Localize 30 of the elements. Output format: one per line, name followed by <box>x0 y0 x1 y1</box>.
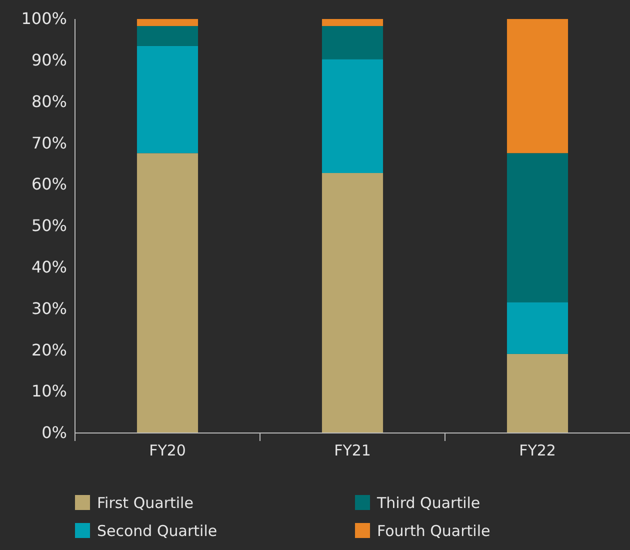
y-tick-label: 80% <box>31 92 67 111</box>
bar <box>322 26 384 60</box>
y-tick-label: 30% <box>31 298 67 318</box>
bar <box>506 354 568 433</box>
y-tick-label: 50% <box>31 216 67 236</box>
y-tick-label: 0% <box>42 423 67 442</box>
legend-label: Third Quartile <box>376 494 480 512</box>
legend-label: First Quartile <box>97 494 194 512</box>
y-tick-label: 60% <box>31 174 67 194</box>
bar <box>506 19 568 154</box>
y-tick-label: 90% <box>31 50 67 70</box>
x-tick-label: FY20 <box>149 442 186 460</box>
x-tick-label: FY21 <box>334 442 371 460</box>
y-tick-label: 70% <box>31 133 67 152</box>
bar <box>136 26 198 46</box>
y-tick-label: 10% <box>31 382 67 401</box>
y-tick-label: 20% <box>31 340 67 360</box>
y-tick-label: 100% <box>21 9 67 28</box>
bar <box>506 153 568 302</box>
bar <box>136 153 198 433</box>
legend-label: Second Quartile <box>97 522 218 540</box>
bar <box>136 46 198 154</box>
legend-label: Fourth Quartile <box>377 522 490 540</box>
bar <box>322 59 384 174</box>
y-tick-label: 40% <box>31 258 67 277</box>
bar <box>322 19 384 26</box>
x-tick-label: FY22 <box>519 442 556 460</box>
bar <box>506 302 568 354</box>
bar <box>136 19 198 26</box>
bar <box>322 173 384 433</box>
